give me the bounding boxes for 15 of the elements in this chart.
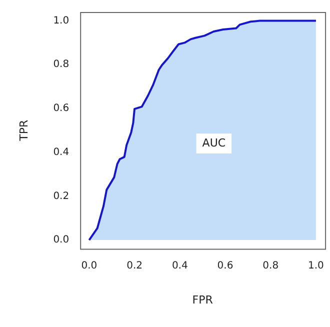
y-tick-label: 1.0 bbox=[53, 15, 70, 26]
annotation: AUC bbox=[202, 136, 226, 150]
y-tick-label: 0.2 bbox=[53, 190, 70, 202]
y-tick-label: 0.8 bbox=[53, 59, 70, 70]
x-tick-label: 0.6 bbox=[217, 260, 234, 272]
x-axis-title: FPR bbox=[192, 293, 214, 306]
y-axis-title: TPR bbox=[17, 120, 30, 142]
x-tick-label: 1.0 bbox=[308, 260, 324, 272]
x-tick-label: 0.0 bbox=[81, 260, 98, 272]
x-tick-label: 0.2 bbox=[126, 260, 142, 272]
x-tick-label: 0.4 bbox=[172, 260, 188, 272]
y-tick-label: 0.6 bbox=[53, 103, 70, 114]
y-tick-label: 0.0 bbox=[53, 234, 70, 246]
x-tick-label: 0.8 bbox=[262, 260, 279, 272]
y-tick-label: 0.4 bbox=[53, 146, 70, 158]
